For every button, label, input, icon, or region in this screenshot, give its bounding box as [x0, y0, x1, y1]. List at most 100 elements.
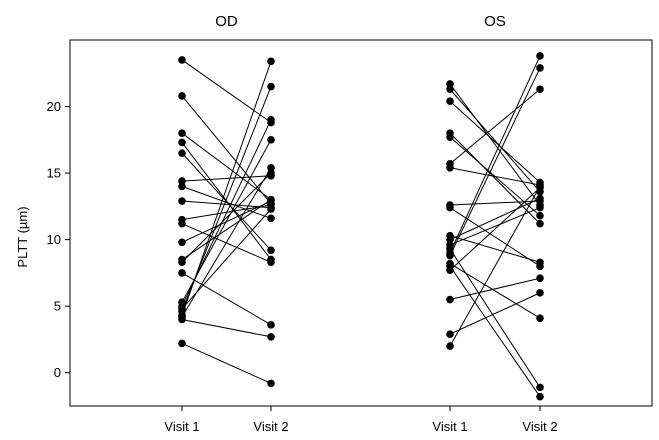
- panel-title: OS: [484, 13, 506, 30]
- data-point: [446, 295, 454, 304]
- connecting-line: [181, 167, 272, 318]
- data-point: [267, 82, 275, 91]
- data-point: [267, 116, 275, 124]
- data-point: [536, 194, 544, 203]
- connecting-line: [449, 88, 541, 193]
- panel-series: [446, 52, 544, 401]
- connecting-line: [181, 95, 272, 205]
- y-tick-label: 15: [47, 166, 61, 181]
- data-point: [536, 211, 544, 220]
- connecting-line: [449, 265, 541, 397]
- y-axis-label: PLTT (µm): [15, 206, 30, 267]
- data-point: [446, 342, 454, 350]
- data-point: [178, 339, 186, 348]
- data-point: [267, 169, 275, 177]
- panel-title: OD: [215, 13, 238, 30]
- data-point: [446, 203, 454, 212]
- data-point: [536, 182, 544, 191]
- x-tick-label: Visit 1: [432, 419, 467, 434]
- data-point: [178, 138, 186, 147]
- connecting-line: [449, 55, 541, 254]
- connecting-line: [449, 132, 541, 225]
- data-point: [536, 64, 544, 72]
- connecting-line: [449, 263, 541, 319]
- y-tick-label: 0: [54, 365, 61, 380]
- data-point: [267, 321, 275, 329]
- connecting-line: [449, 292, 541, 335]
- data-point: [267, 258, 275, 267]
- panel-series: [178, 56, 275, 388]
- data-point: [267, 163, 275, 172]
- panel-titles: OD OS: [215, 13, 506, 30]
- data-point: [536, 274, 544, 283]
- data-point: [178, 258, 186, 267]
- connecting-line: [449, 88, 541, 165]
- data-point: [536, 383, 544, 392]
- data-point: [178, 269, 186, 277]
- data-point: [446, 163, 454, 172]
- connecting-line: [181, 172, 272, 263]
- y-tick-label: 5: [54, 299, 61, 314]
- data-point: [536, 289, 544, 297]
- data-point: [178, 92, 186, 100]
- connecting-line: [449, 186, 541, 347]
- data-point: [267, 214, 275, 223]
- connecting-line: [449, 167, 541, 186]
- x-axis: Visit 1 Visit 2 Visit 1 Visit 2: [164, 406, 558, 434]
- x-tick-label: Visit 2: [253, 419, 288, 434]
- connecting-line: [181, 199, 272, 261]
- connecting-line: [449, 67, 541, 256]
- connecting-line: [181, 61, 272, 316]
- data-point: [178, 238, 186, 247]
- data-point: [267, 195, 275, 204]
- data-point: [178, 182, 186, 191]
- y-axis: 0 5 10 15 20: [47, 99, 70, 380]
- connecting-line: [449, 248, 541, 388]
- connecting-line: [181, 152, 272, 251]
- connecting-line: [181, 319, 272, 338]
- connecting-line: [181, 175, 272, 182]
- connecting-line: [181, 185, 272, 219]
- data-point: [267, 205, 275, 213]
- connecting-line: [449, 197, 541, 241]
- y-tick-label: 10: [47, 232, 61, 247]
- x-tick-label: Visit 2: [522, 419, 557, 434]
- y-tick-label: 20: [47, 99, 61, 114]
- data-point: [267, 379, 275, 388]
- data-point: [178, 129, 186, 137]
- data-point: [536, 392, 544, 401]
- data-point: [536, 85, 544, 94]
- data-point: [178, 197, 186, 205]
- connecting-line: [449, 100, 541, 183]
- data-point: [446, 266, 454, 275]
- data-point: [536, 203, 544, 212]
- connecting-line: [449, 235, 541, 263]
- plot-frame: [69, 39, 653, 407]
- data-point: [536, 52, 544, 60]
- data-point: [446, 251, 454, 260]
- data-point: [536, 258, 544, 267]
- data-point: [178, 56, 186, 64]
- connecting-line: [449, 187, 541, 271]
- data-point: [446, 133, 454, 141]
- x-tick-label: Visit 1: [164, 419, 199, 434]
- connecting-line: [449, 83, 541, 206]
- connecting-line: [449, 277, 541, 301]
- data-point: [536, 219, 544, 228]
- data-point: [178, 315, 186, 324]
- data-point: [178, 177, 186, 185]
- data-point: [446, 85, 454, 94]
- data-point: [178, 219, 186, 228]
- connecting-line: [181, 200, 272, 209]
- data-point: [446, 330, 454, 338]
- data-point: [267, 136, 275, 144]
- connecting-line: [449, 207, 541, 267]
- data-point: [446, 235, 454, 244]
- data-point: [446, 80, 454, 88]
- data-point: [267, 246, 275, 255]
- series-group: [178, 52, 544, 401]
- connecting-line: [181, 342, 272, 384]
- data-point: [446, 97, 454, 106]
